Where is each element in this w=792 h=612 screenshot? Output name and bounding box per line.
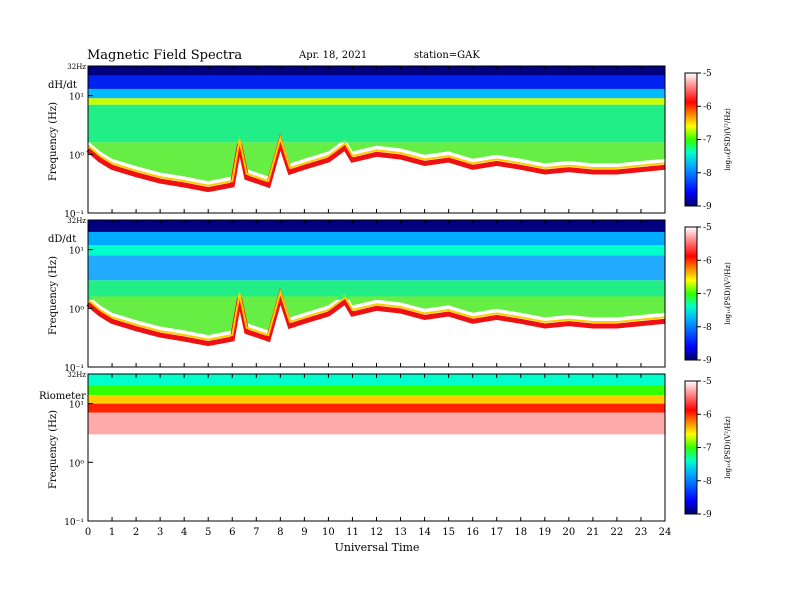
x-tick-label: 21 [587, 527, 600, 538]
colorbar-tick-label: -6 [703, 102, 712, 112]
colorbar-tick-label: -8 [703, 477, 712, 487]
colorbar-tick-label: -8 [703, 169, 712, 179]
x-tick-label: 24 [659, 527, 672, 538]
x-tick-label: 4 [181, 527, 187, 538]
heatmap-yellow-edge [87, 134, 666, 187]
y-tick-label: 10¹ [69, 93, 84, 103]
heatmap-band [88, 385, 665, 396]
heatmap-green-region [88, 287, 665, 336]
y-axis-label: Frequency (Hz) [48, 410, 59, 489]
colorbar-label: log₁₀(PSD)(V²/Hz) [724, 262, 732, 325]
x-tick-label: 12 [370, 527, 383, 538]
x-tick-label: 18 [514, 527, 527, 538]
x-tick-label: 14 [418, 527, 431, 538]
colorbar-tick-label: -5 [703, 223, 712, 233]
heatmap-band [88, 98, 665, 105]
panels-group: 10⁻¹ 10⁰ 10¹ 32Hz dH/dt Frequency (Hz) -5 -6 -7 -… [39, 63, 732, 528]
top-frequency-label: 32Hz [67, 371, 86, 379]
x-tick-label: 19 [538, 527, 551, 538]
panel-3: 10⁻¹ 10⁰ 10¹ 32Hz Riometer Frequency (Hz) -5 -6… [39, 371, 732, 528]
x-axis-label: Universal Time [335, 541, 420, 554]
x-tick-label: 10 [322, 527, 335, 538]
panel-label: Riometer [39, 391, 86, 402]
y-axis-label: Frequency (Hz) [48, 256, 59, 335]
colorbar-tick-label: -9 [703, 202, 712, 212]
panel-2: 10⁻¹ 10⁰ 10¹ 32Hz dD/dt Frequency (Hz) -5 -6 -7 -… [48, 217, 732, 374]
colorbar-tick-label: -7 [703, 290, 712, 300]
x-tick-label: 23 [635, 527, 648, 538]
figure-title: Magnetic Field Spectra [87, 48, 242, 63]
heatmap-band [88, 88, 665, 99]
colorbar-tick-label: -7 [703, 444, 712, 454]
date-label: Apr. 18, 2021 [298, 50, 367, 61]
station-label: station=GAK [414, 50, 480, 61]
heatmap-band [88, 280, 665, 300]
x-tick-label: 1 [109, 527, 115, 538]
heatmap-red-boundary [86, 287, 666, 347]
panel-1: 10⁻¹ 10⁰ 10¹ 32Hz dH/dt Frequency (Hz) -5 -6 -7 -… [48, 63, 732, 220]
y-tick-label: 10⁰ [69, 459, 84, 469]
x-tick-label: 17 [490, 527, 503, 538]
x-tick-label: 15 [442, 527, 455, 538]
heatmap-band [88, 104, 665, 143]
colorbar-tick-label: -9 [703, 356, 712, 366]
top-frequency-label: 32Hz [67, 217, 86, 225]
x-tick-label: 22 [611, 527, 624, 538]
heatmap-band [88, 244, 665, 256]
heatmap-band [88, 66, 665, 76]
heatmap-band [88, 374, 665, 386]
colorbar-tick-label: -9 [703, 510, 712, 520]
y-axis-label: Frequency (Hz) [48, 102, 59, 181]
x-tick-label: 9 [301, 527, 307, 538]
heatmap-band [88, 403, 665, 413]
y-tick-label: 10¹ [69, 247, 84, 257]
colorbar [684, 72, 698, 207]
colorbar-tick-label: -6 [703, 410, 712, 420]
y-tick-label: 10⁰ [69, 305, 84, 315]
x-tick-label: 6 [229, 527, 235, 538]
heatmap-band [88, 255, 665, 281]
heatmap-yellow-edge [87, 288, 666, 341]
x-tick-label: 13 [394, 527, 407, 538]
x-tick-label: 0 [85, 527, 91, 538]
colorbar-label: log₁₀(PSD)(V²/Hz) [724, 108, 732, 171]
colorbar-tick-label: -5 [703, 69, 712, 79]
heatmap-red-boundary [86, 133, 666, 193]
colorbar [684, 226, 698, 361]
heatmap-green-region [88, 133, 665, 182]
colorbar-label: log₁₀(PSD)(V²/Hz) [724, 416, 732, 479]
y-tick-label: 10⁰ [69, 151, 84, 161]
colorbar-tick-label: -5 [703, 377, 712, 387]
x-tick-label: 20 [562, 527, 575, 538]
heatmap-band [88, 231, 665, 245]
y-tick-label: 10¹ [69, 401, 84, 411]
y-tick-label: 10⁻¹ [64, 518, 84, 528]
heatmap-band [88, 412, 665, 435]
colorbar-tick-label: -8 [703, 323, 712, 333]
y-tick-label: 10⁻¹ [64, 210, 84, 220]
colorbar [684, 380, 698, 515]
colorbar-tick-label: -7 [703, 136, 712, 146]
x-tick-label: 16 [466, 527, 479, 538]
heatmap-band [88, 220, 665, 232]
top-frequency-label: 32Hz [67, 63, 86, 71]
x-tick-label: 8 [277, 527, 283, 538]
x-tick-label: 7 [253, 527, 259, 538]
panel-label: dH/dt [48, 80, 77, 91]
heatmap-band [88, 395, 665, 404]
x-tick-label: 3 [157, 527, 163, 538]
colorbar-tick-label: -6 [703, 256, 712, 266]
panel-label: dD/dt [48, 234, 76, 245]
x-tick-label: 5 [205, 527, 211, 538]
x-tick-label: 2 [133, 527, 139, 538]
x-tick-label: 11 [346, 527, 359, 538]
heatmap-band [88, 75, 665, 89]
x-tick-labels: 0 1 2 3 4 5 6 7 8 9 10 11 12 13 14 15 16 17 18 19 20 21 22 23 24 [85, 527, 672, 538]
y-tick-label: 10⁻¹ [64, 364, 84, 374]
